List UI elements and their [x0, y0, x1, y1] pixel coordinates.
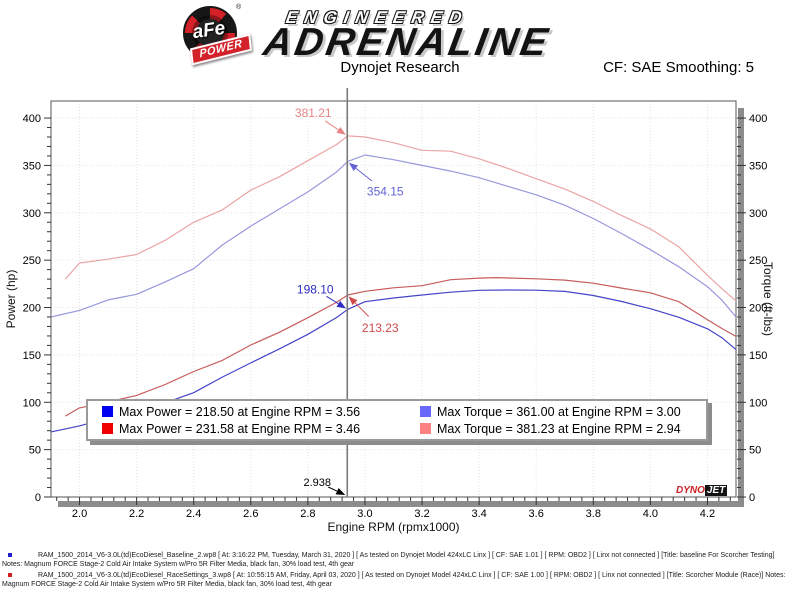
legend-swatch-icon — [420, 406, 431, 417]
legend-item: Max Torque = 381.23 at Engine RPM = 2.94 — [420, 422, 706, 436]
x-tick-label: 2.6 — [243, 508, 258, 520]
x-axis-title: Engine RPM (rpmx1000) — [327, 520, 459, 534]
x-tick-label: 3.4 — [471, 508, 486, 520]
legend-item: Max Power = 218.50 at Engine RPM = 3.56 — [102, 405, 420, 419]
y-tick-label: 50 — [749, 445, 761, 457]
cursor-rpm-label: 2.938 — [303, 477, 331, 489]
y-tick-label: 200 — [749, 303, 767, 315]
x-tick-label: 2.0 — [72, 508, 87, 520]
x-tick-label: 4.2 — [700, 508, 715, 520]
y-tick-label: 200 — [23, 303, 41, 315]
race-torque-ftlbs-curve — [64, 135, 737, 302]
y-tick-label: 400 — [23, 113, 41, 125]
y-tick-label: 300 — [749, 208, 767, 220]
annotation-arrow — [355, 167, 373, 182]
y-tick-label: 300 — [23, 208, 41, 220]
y-tick-label: 100 — [749, 397, 767, 409]
legend-swatch-icon — [102, 406, 113, 417]
value-annotation: 381.21 — [295, 106, 332, 120]
legend-label: Max Power = 231.58 at Engine RPM = 3.46 — [119, 421, 361, 436]
legend-swatch-icon — [102, 423, 113, 434]
run-entry-text: RAM_1500_2014_V6-3.0L(td)EcoDiesel_RaceS… — [2, 572, 786, 588]
annotation-arrow — [354, 302, 370, 317]
value-annotation: 354.15 — [367, 184, 404, 198]
annotation-arrowhead — [335, 488, 346, 495]
y-tick-label: 250 — [23, 255, 41, 267]
annotation-arrow — [324, 120, 339, 131]
dynojet-watermark-dyno: DYNO — [676, 485, 705, 496]
annotation-arrow — [328, 486, 338, 492]
x-tick-label: 3.0 — [357, 508, 372, 520]
cf-smoothing-label: CF: SAE Smoothing: 5 — [603, 59, 754, 76]
brand-header: aFe ® POWER ENGINEERED ADRENALINE — [178, 4, 638, 66]
y-tick-label: 350 — [749, 160, 767, 172]
y-tick-label: 50 — [29, 445, 41, 457]
race-power-hp-curve — [64, 277, 737, 417]
annotation-arrowhead — [348, 296, 358, 306]
annotation-arrowhead — [336, 126, 346, 135]
y-tick-label: 150 — [23, 350, 41, 362]
value-annotation: 213.23 — [362, 321, 399, 335]
y-tick-label: 350 — [23, 160, 41, 172]
registered-mark: ® — [236, 4, 242, 11]
y-tick-label: 0 — [749, 492, 755, 504]
legend-label: Max Torque = 381.23 at Engine RPM = 2.94 — [437, 421, 681, 436]
annotation-arrowhead — [336, 300, 346, 309]
left-axis-title: Power (hp) — [4, 270, 18, 329]
run-entry-race: RAM_1500_2014_V6-3.0L(td)EcoDiesel_RaceS… — [2, 571, 796, 589]
x-tick-label: 2.2 — [129, 508, 144, 520]
x-tick-label: 3.2 — [414, 508, 429, 520]
run-entry-baseline: RAM_1500_2014_V6-3.0L(td)EcoDiesel_Basel… — [2, 551, 796, 569]
run-info: RAM_1500_2014_V6-3.0L(td)EcoDiesel_Basel… — [2, 551, 796, 591]
x-tick-label: 3.8 — [586, 508, 601, 520]
y-tick-label: 0 — [35, 492, 41, 504]
annotation-arrowhead — [348, 162, 359, 172]
y-tick-label: 150 — [749, 350, 767, 362]
dynojet-watermark: DYNO JET — [676, 485, 728, 496]
legend-label: Max Torque = 361.00 at Engine RPM = 3.00 — [437, 404, 681, 419]
plot-border — [50, 100, 737, 498]
dynojet-watermark-jet: JET — [704, 485, 728, 496]
x-tick-label: 4.0 — [643, 508, 658, 520]
value-annotation: 198.10 — [297, 282, 334, 296]
legend-item: Max Power = 231.58 at Engine RPM = 3.46 — [102, 422, 420, 436]
legend-label: Max Power = 218.50 at Engine RPM = 3.56 — [119, 404, 361, 419]
dyno-chart: 0 0 50 50 100 100 150 150 200 200 250 250 300 300 350 3… — [4, 88, 775, 534]
y-tick-label: 250 — [749, 255, 767, 267]
x-tick-label: 2.4 — [186, 508, 201, 520]
race-bullet-icon — [8, 573, 12, 577]
right-axis-title: Torque (ft-lbs) — [761, 262, 775, 336]
y-tick-label: 100 — [23, 397, 41, 409]
plot-shadow-bottom — [58, 501, 744, 507]
legend-item: Max Torque = 361.00 at Engine RPM = 3.00 — [420, 405, 706, 419]
legend: Max Power = 218.50 at Engine RPM = 3.56 M… — [86, 399, 708, 441]
baseline-bullet-icon — [8, 553, 12, 557]
annotation-arrow — [326, 295, 339, 305]
baseline-torque-ftlbs-curve — [50, 154, 737, 318]
page-title: Dynojet Research — [340, 59, 460, 76]
y-tick-label: 400 — [749, 113, 767, 125]
x-tick-label: 3.6 — [529, 508, 544, 520]
x-tick-label: 2.8 — [300, 508, 315, 520]
run-entry-text: RAM_1500_2014_V6-3.0L(td)EcoDiesel_Basel… — [2, 552, 775, 568]
legend-swatch-icon — [420, 423, 431, 434]
